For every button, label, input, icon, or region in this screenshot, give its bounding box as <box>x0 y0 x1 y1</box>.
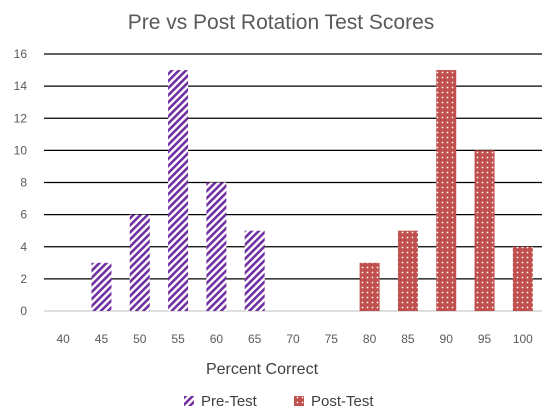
legend-item-post-test: Post-Test <box>294 393 374 410</box>
bar-post-test-100 <box>512 246 533 311</box>
x-axis-label: Percent Correct <box>206 361 319 378</box>
bar-post-test-90 <box>436 70 457 311</box>
y-tick-label-14: 14 <box>14 79 28 93</box>
y-tick-label-16: 16 <box>14 47 28 61</box>
bar-pre-test-45 <box>91 262 112 311</box>
x-tick-label-100: 100 <box>513 332 533 346</box>
x-tick-label-60: 60 <box>210 332 224 346</box>
x-tick-label-70: 70 <box>286 332 300 346</box>
y-axis-ticks: 0 2 4 6 8 10 12 14 16 <box>14 47 28 318</box>
y-tick-label-4: 4 <box>20 240 27 254</box>
legend-swatch-pre-test <box>184 396 194 406</box>
bar-post-test-80 <box>359 262 380 311</box>
bar-post-test-85 <box>397 230 418 311</box>
legend: Pre-Test Post-Test <box>184 393 374 410</box>
x-tick-label-45: 45 <box>95 332 109 346</box>
legend-item-pre-test: Pre-Test <box>184 393 258 410</box>
y-tick-label-0: 0 <box>20 304 27 318</box>
bar-pre-test-60 <box>206 182 227 311</box>
x-axis-ticks: 40 45 50 55 60 65 70 75 80 85 90 95 100 <box>56 332 533 346</box>
y-tick-label-2: 2 <box>20 272 27 286</box>
x-tick-label-55: 55 <box>171 332 185 346</box>
y-tick-label-12: 12 <box>14 111 28 125</box>
x-tick-label-80: 80 <box>363 332 377 346</box>
x-tick-label-85: 85 <box>401 332 415 346</box>
legend-swatch-post-test <box>294 396 304 406</box>
gridlines <box>44 53 542 312</box>
y-tick-label-6: 6 <box>20 208 27 222</box>
legend-label-post-test: Post-Test <box>311 393 374 410</box>
bar-pre-test-55 <box>168 70 189 311</box>
bar-pre-test-50 <box>129 214 150 311</box>
x-tick-label-65: 65 <box>248 332 262 346</box>
bar-post-test-95 <box>474 150 495 311</box>
legend-label-pre-test: Pre-Test <box>201 393 258 410</box>
bars <box>91 70 533 311</box>
x-tick-label-40: 40 <box>56 332 70 346</box>
x-tick-label-75: 75 <box>325 332 339 346</box>
x-tick-label-50: 50 <box>133 332 147 346</box>
y-tick-label-10: 10 <box>14 143 28 157</box>
y-tick-label-8: 8 <box>20 176 27 190</box>
bar-pre-test-65 <box>244 230 265 311</box>
chart-title: Pre vs Post Rotation Test Scores <box>128 11 435 34</box>
x-tick-label-95: 95 <box>478 332 492 346</box>
x-tick-label-90: 90 <box>440 332 454 346</box>
